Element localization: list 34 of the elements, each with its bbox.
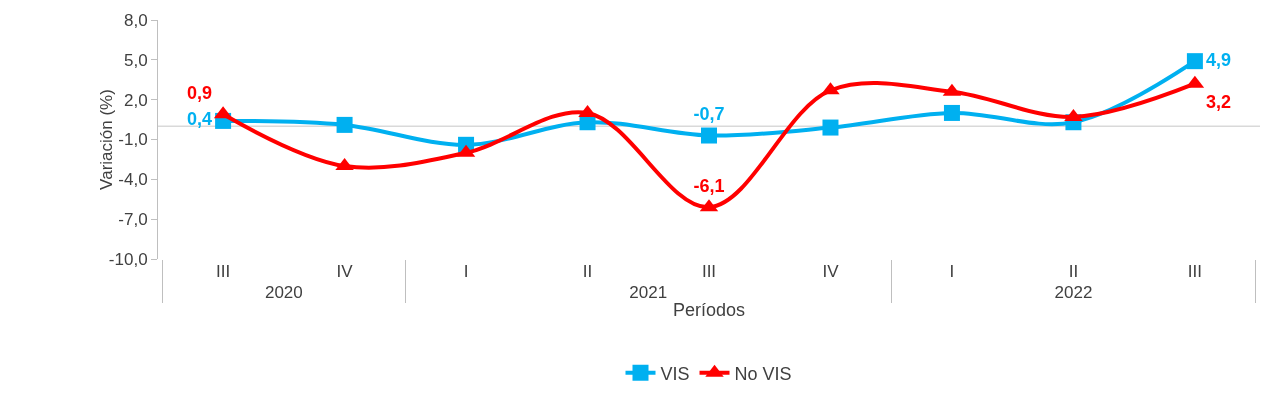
x-tick-label: III <box>701 262 717 281</box>
y-tick-label: 8,0 <box>123 10 148 30</box>
y-tick-label: -7,0 <box>118 210 148 230</box>
point <box>701 127 717 144</box>
y-tick-label: -4,0 <box>118 170 148 190</box>
y-tick-label: 2,0 <box>123 90 148 110</box>
text: 2021 <box>629 283 668 302</box>
point <box>1186 53 1203 70</box>
x-tick-label: III <box>1187 262 1202 281</box>
text: 2022 <box>1054 283 1093 302</box>
y-tick-label: 5,0 <box>123 50 148 70</box>
legend-label: VIS <box>660 363 690 384</box>
y-axis-title: Variación (%) <box>97 89 117 190</box>
data-label: 0,4 <box>187 109 213 130</box>
data-label: 0,9 <box>187 82 213 103</box>
x-tick-label: I <box>463 262 469 281</box>
y-tick-label: -10,0 <box>108 249 148 269</box>
legend-label: No VIS <box>734 363 792 384</box>
x-axis-title: Períodos <box>672 300 746 321</box>
text: 2020 <box>264 283 303 302</box>
x-tick-label: IV <box>336 262 354 281</box>
data-label: -6,1 <box>693 175 725 196</box>
x-tick-label: III <box>216 262 231 281</box>
point <box>822 119 839 136</box>
y-tick-label: -1,0 <box>118 130 148 150</box>
point <box>336 116 353 133</box>
point <box>943 104 960 121</box>
data-label: -0,7 <box>693 104 725 125</box>
x-tick-label: I <box>949 262 955 281</box>
x-tick-label: IV <box>822 262 840 281</box>
x-tick-label: II <box>582 262 593 281</box>
data-label: 3,2 <box>1205 92 1231 113</box>
data-label: 4,9 <box>1205 49 1231 70</box>
x-tick-label: II <box>1068 262 1079 281</box>
